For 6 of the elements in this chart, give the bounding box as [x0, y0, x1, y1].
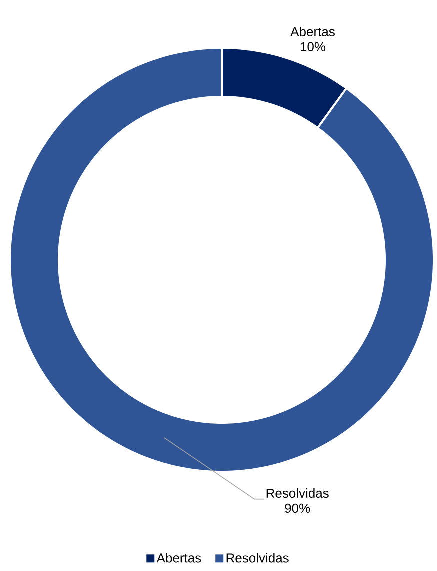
slice-label: Abertas — [290, 26, 335, 36]
slice-label: Resolvidas — [266, 488, 329, 498]
data-label: 10% — [300, 42, 326, 52]
legend-label: Abertas — [156, 553, 202, 563]
data-label: 90% — [285, 504, 310, 514]
legend-label: Resolvidas — [226, 553, 289, 563]
